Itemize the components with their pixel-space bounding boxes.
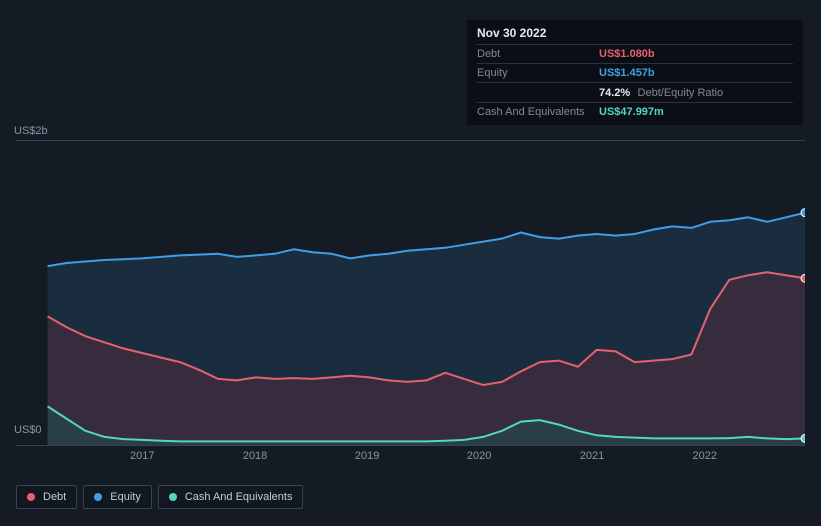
- tooltip-row-equity: Equity US$1.457b: [477, 63, 793, 82]
- legend-label: Cash And Equivalents: [185, 491, 293, 503]
- debt-end-marker: [801, 274, 805, 282]
- tooltip-label: Debt: [477, 45, 599, 63]
- legend: Debt Equity Cash And Equivalents: [16, 485, 303, 509]
- tooltip-value: 74.2%: [599, 87, 630, 99]
- x-tick-label: 2018: [243, 450, 267, 462]
- legend-item-equity[interactable]: Equity: [83, 485, 152, 509]
- tooltip-row-debt: Debt US$1.080b: [477, 44, 793, 63]
- equity-end-marker: [801, 209, 805, 217]
- tooltip-label: Equity: [477, 64, 599, 82]
- tooltip-value: US$1.080b: [599, 45, 655, 63]
- tooltip-row-ratio: 74.2% Debt/Equity Ratio: [477, 82, 793, 102]
- legend-swatch-icon: [27, 493, 35, 501]
- x-tick-label: 2022: [693, 450, 717, 462]
- x-tick-label: 2019: [355, 450, 379, 462]
- legend-swatch-icon: [169, 493, 177, 501]
- tooltip-suffix: Debt/Equity Ratio: [638, 87, 724, 99]
- tooltip-date: Nov 30 2022: [477, 26, 793, 44]
- legend-swatch-icon: [94, 493, 102, 501]
- x-tick-label: 2021: [580, 450, 604, 462]
- x-axis: 2017 2018 2019 2020 2021 2022: [16, 450, 805, 466]
- x-tick-label: 2017: [130, 450, 154, 462]
- area-chart: [16, 141, 805, 446]
- tooltip-label: [477, 83, 599, 102]
- legend-item-debt[interactable]: Debt: [16, 485, 77, 509]
- legend-item-cash-and-equivalents[interactable]: Cash And Equivalents: [158, 485, 304, 509]
- cash-end-marker: [801, 434, 805, 442]
- legend-label: Debt: [43, 491, 66, 503]
- y-axis-max-label: US$2b: [14, 125, 48, 137]
- tooltip-row-cash: Cash And Equivalents US$47.997m: [477, 102, 793, 121]
- chart-area[interactable]: [16, 140, 805, 445]
- tooltip-value: US$47.997m: [599, 103, 664, 121]
- legend-label: Equity: [110, 491, 141, 503]
- x-axis-line: [16, 445, 805, 446]
- x-tick-label: 2020: [467, 450, 491, 462]
- tooltip-panel: Nov 30 2022 Debt US$1.080b Equity US$1.4…: [467, 20, 803, 125]
- tooltip-value: US$1.457b: [599, 64, 655, 82]
- tooltip-label: Cash And Equivalents: [477, 103, 599, 121]
